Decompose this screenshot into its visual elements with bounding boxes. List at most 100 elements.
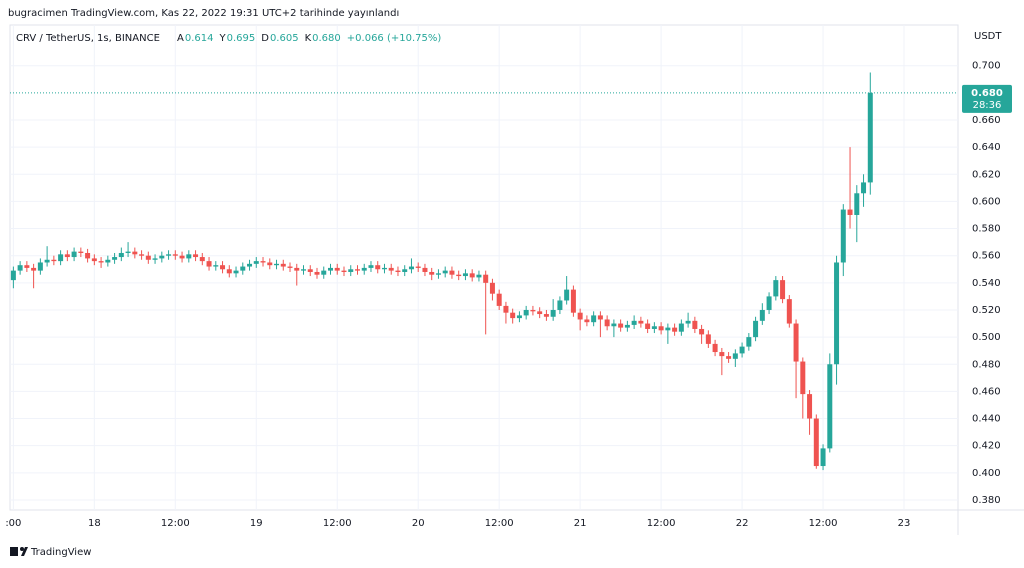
y-tick-label: 0.620 <box>972 169 1001 180</box>
candle-body <box>503 305 509 313</box>
candle-body <box>496 293 502 306</box>
candle-body <box>753 320 759 338</box>
x-tick-label: 20 <box>412 518 425 529</box>
candle-body <box>240 266 246 271</box>
candle-body <box>807 394 813 419</box>
candle-body <box>307 269 313 272</box>
candle-body <box>564 289 570 301</box>
x-tick-label: 12:00 <box>323 518 352 529</box>
candle-body <box>638 320 644 324</box>
candle-body <box>145 255 151 260</box>
candle-body <box>685 320 691 324</box>
x-tick-label: 12:00 <box>485 518 514 529</box>
x-tick-label: 21 <box>574 518 587 529</box>
candle-body <box>361 267 367 271</box>
candle-body <box>597 315 603 320</box>
x-tick-label: :00 <box>5 518 21 529</box>
change-value: +0.066 (+10.75%) <box>347 33 442 44</box>
candle-body <box>699 328 705 335</box>
candle-body <box>402 269 408 272</box>
candle-body <box>840 209 846 263</box>
y-tick-label: 0.420 <box>972 441 1001 452</box>
candle-body <box>604 319 610 327</box>
candle-body <box>591 315 597 323</box>
candle-body <box>456 274 462 277</box>
logo-mark <box>21 547 28 556</box>
candle-body <box>766 296 772 310</box>
candle-body <box>186 254 192 259</box>
y-tick-label: 0.580 <box>972 224 1001 235</box>
candle-body <box>91 258 97 262</box>
candle-body <box>37 262 43 271</box>
candle-body <box>584 319 590 323</box>
candle-body <box>665 327 671 331</box>
candle-body <box>692 320 698 329</box>
candle-body <box>247 263 253 267</box>
candle-body <box>44 259 50 263</box>
y-tick-label: 0.640 <box>972 142 1001 153</box>
candle-body <box>867 92 873 183</box>
footer-brand: TradingView <box>30 547 91 558</box>
y-tick-label: 0.700 <box>972 61 1001 72</box>
candle-body <box>570 289 576 313</box>
ohlc-legend: A 0.614 Y 0.695 D 0.605 K 0.680 +0.066 (+10.75%) <box>177 33 441 44</box>
candle-body <box>125 251 131 253</box>
candle-body <box>422 267 428 272</box>
candle-body <box>31 267 37 271</box>
candle-body <box>442 270 448 274</box>
candle-body <box>550 309 556 317</box>
candle-body <box>557 300 563 310</box>
candle-body <box>58 254 64 262</box>
candle-body <box>813 418 819 467</box>
symbol-label: CRV / TetherUS, 1s, BINANCE <box>16 33 160 44</box>
last-price-box <box>962 84 1012 113</box>
candle-body <box>861 182 867 194</box>
candle-body <box>112 257 118 260</box>
candle-body <box>193 254 199 258</box>
candle-body <box>85 252 91 259</box>
candle-body <box>327 267 333 271</box>
candle-body <box>435 273 441 275</box>
ohlc-key: Y <box>218 33 226 44</box>
candle-body <box>631 320 637 325</box>
publisher-line: bugracimen TradingView.com, Kas 22, 2022… <box>8 8 399 19</box>
ohlc-value: 0.614 <box>185 33 214 44</box>
candle-body <box>726 356 732 359</box>
candle-body <box>199 257 205 262</box>
candle-body <box>462 273 468 277</box>
candle-body <box>287 266 293 268</box>
candle-body <box>51 259 57 262</box>
candle-body <box>483 274 489 283</box>
y-tick-label: 0.540 <box>972 278 1001 289</box>
candle-body <box>368 265 374 268</box>
candle-body <box>449 270 455 275</box>
candle-body <box>537 311 543 315</box>
candle-body <box>618 323 624 328</box>
candle-body <box>651 326 657 329</box>
candle-body <box>523 309 529 316</box>
y-tick-label: 0.600 <box>972 196 1001 207</box>
candle-body <box>732 353 738 359</box>
candle-body <box>773 280 779 297</box>
y-tick-label: 0.460 <box>972 386 1001 397</box>
candle-body <box>274 263 280 266</box>
candle-body <box>395 270 401 272</box>
candle-body <box>672 327 678 332</box>
labels: 0.380 0.400 0.420 0.440 0.460 0.480 0.500 0.520… <box>5 61 1012 529</box>
candle-body <box>220 265 226 270</box>
candle-body <box>476 274 482 278</box>
candle-body <box>543 314 549 317</box>
candle-body <box>759 309 765 321</box>
candle-body <box>429 271 435 275</box>
candle-body <box>301 269 307 271</box>
y-tick-label: 0.560 <box>972 251 1001 262</box>
candle-body <box>489 282 495 294</box>
candle-body <box>159 255 165 259</box>
candle-body <box>624 324 630 328</box>
ohlc-key: A <box>177 33 184 44</box>
candle-body <box>226 269 232 274</box>
candle-body <box>213 265 219 267</box>
y-tick-label: 0.480 <box>972 359 1001 370</box>
